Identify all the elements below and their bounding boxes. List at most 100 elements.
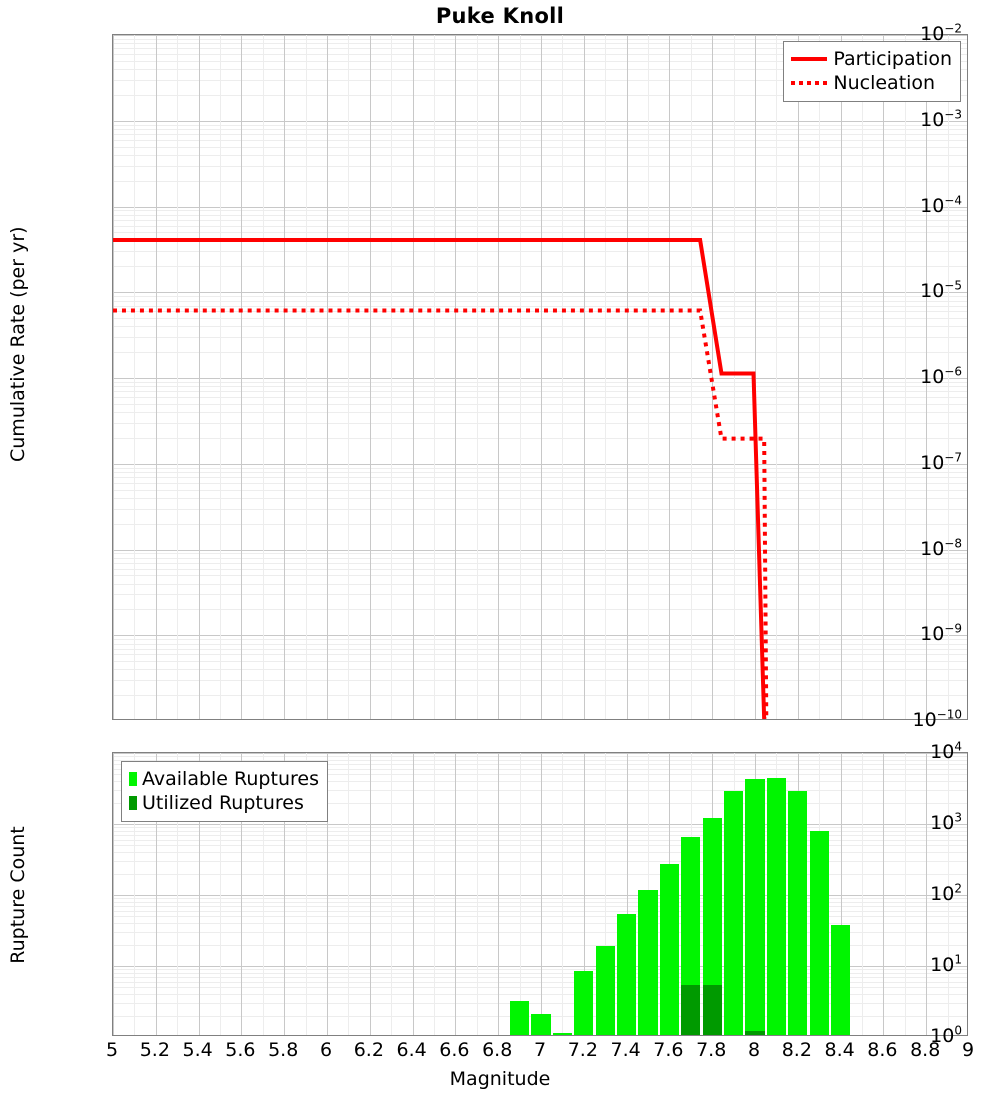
gridline-minor-h: [113, 214, 967, 216]
gridline-minor-h: [113, 489, 967, 491]
gridline-minor-h: [113, 972, 967, 974]
gridline-minor-h: [113, 381, 967, 383]
gridline-minor-h: [113, 594, 967, 596]
gridline-minor-v: [134, 35, 136, 719]
x-tick-label: 8.8: [910, 1039, 941, 1061]
gridline-minor-v: [904, 753, 906, 1035]
gridline-major-v: [626, 35, 628, 719]
gridline-minor-h: [113, 910, 967, 912]
gridline-major-v: [327, 753, 328, 1035]
gridline-minor-h: [113, 852, 967, 854]
gridline-major-h: [113, 463, 967, 465]
gridline-major-v: [155, 35, 157, 719]
gridline-minor-h: [113, 861, 967, 863]
bar-utilized: [681, 985, 701, 1035]
gridline-major-h: [113, 895, 967, 896]
gridline-major-v: [241, 35, 243, 719]
gridline-minor-h: [113, 497, 967, 499]
gridline-minor-h: [113, 352, 967, 354]
x-tick-label: 7.4: [610, 1039, 641, 1061]
gridline-minor-h: [113, 575, 967, 577]
gridline-minor-h: [113, 129, 967, 131]
y-tick-label: 10−8: [920, 536, 962, 560]
gridline-minor-h: [113, 219, 967, 221]
gridline-minor-h: [113, 43, 967, 45]
gridline-minor-h: [113, 923, 967, 925]
gridline-major-h: [113, 206, 967, 208]
gridline-major-v: [412, 35, 414, 719]
gridline-minor-v: [862, 753, 863, 1035]
gridline-minor-h: [113, 643, 967, 645]
bar-available: [616, 914, 637, 1035]
x-tick-label: 6.8: [482, 1039, 513, 1061]
gridline-minor-h: [113, 756, 967, 758]
legend-label-participation: Participation: [833, 47, 952, 70]
gridline-minor-v: [819, 35, 821, 719]
gridline-major-v: [583, 753, 585, 1035]
gridline-minor-v: [519, 35, 521, 719]
gridline-minor-h: [113, 482, 967, 484]
gridline-major-v: [327, 35, 328, 719]
gridline-major-v: [113, 753, 114, 1035]
gridline-minor-v: [648, 35, 649, 719]
gridline-minor-v: [134, 753, 136, 1035]
gridline-minor-h: [113, 69, 967, 71]
gridline-minor-h: [113, 79, 967, 81]
gridline-minor-h: [113, 508, 967, 510]
gridline-minor-h: [113, 180, 967, 182]
x-tick-label: 7: [533, 1039, 547, 1061]
gridline-major-v: [541, 35, 542, 719]
gridline-minor-h: [113, 251, 967, 253]
gridline-minor-h: [113, 266, 967, 268]
y-tick-label: 103: [930, 810, 962, 834]
y-tick-label: 101: [930, 952, 962, 976]
x-tick-label: 7.8: [696, 1039, 727, 1061]
gridline-minor-v: [947, 753, 949, 1035]
available-swatch-icon: [129, 772, 137, 786]
y-tick-label: 10−2: [920, 21, 962, 45]
gridline-minor-h: [113, 422, 967, 424]
gridline-minor-h: [113, 386, 967, 388]
bar-available: [702, 817, 722, 1035]
gridline-minor-h: [113, 318, 967, 320]
gridline-minor-h: [113, 768, 967, 770]
y-tick-label: 100: [930, 1023, 962, 1047]
legend-label-utilized: Utilized Ruptures: [142, 791, 304, 814]
gridline-minor-v: [904, 35, 906, 719]
gridline-minor-v: [220, 753, 221, 1035]
gridline-minor-v: [348, 35, 350, 719]
legend-row-utilized: Utilized Ruptures: [129, 791, 319, 815]
histogram-bars: [113, 753, 967, 1035]
gridline-minor-h: [113, 412, 967, 414]
y-tick-label: 10−3: [920, 107, 962, 131]
gridline-minor-h: [113, 568, 967, 570]
gridline-minor-v: [391, 753, 393, 1035]
gridline-minor-h: [113, 467, 967, 469]
rupture-count-panel: Available Ruptures Utilized Ruptures: [112, 752, 968, 1036]
gridline-minor-v: [262, 35, 264, 719]
gridline-minor-h: [113, 781, 967, 783]
gridline-minor-h: [113, 654, 967, 656]
x-tick-label: 6.4: [396, 1039, 427, 1061]
gridline-major-v: [883, 35, 885, 719]
gridline-minor-v: [733, 35, 735, 719]
gridline-minor-h: [113, 661, 967, 663]
x-tick-label: 5.6: [225, 1039, 256, 1061]
bar-available: [745, 779, 765, 1035]
y-tick-label: 102: [930, 881, 962, 905]
gridline-major-v: [284, 753, 286, 1035]
gridline-minor-h: [113, 583, 967, 585]
gridline-minor-h: [113, 987, 967, 989]
x-tick-label: 5.4: [182, 1039, 213, 1061]
gridline-minor-h: [113, 232, 967, 234]
gridline-minor-h: [113, 905, 967, 907]
gridline-minor-h: [113, 60, 967, 62]
x-tick-label: 6.2: [353, 1039, 384, 1061]
gridline-minor-h: [113, 94, 967, 96]
gridline-major-v: [840, 35, 842, 719]
legend-label-available: Available Ruptures: [142, 767, 319, 790]
gridline-minor-h: [113, 326, 967, 328]
bar-utilized: [745, 1031, 765, 1035]
gridline-major-v: [669, 35, 671, 719]
